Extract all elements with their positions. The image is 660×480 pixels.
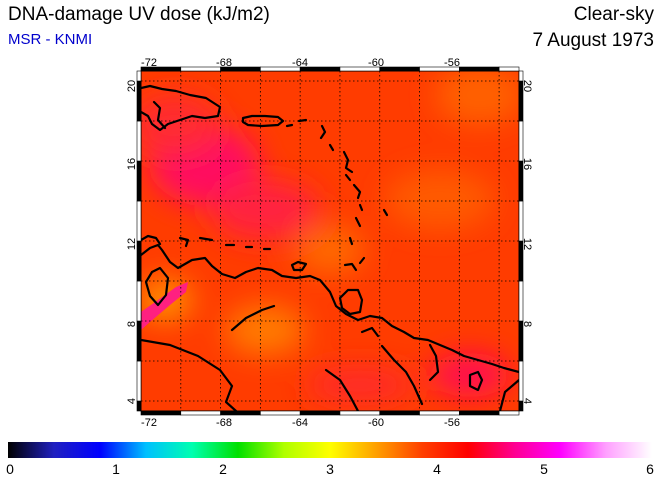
tick-label: -64 (292, 417, 308, 429)
tick-label: 12 (126, 238, 138, 250)
coastlines (141, 84, 519, 411)
map-title: DNA-damage UV dose (kJ/m2) (8, 4, 270, 25)
tick-label: -56 (444, 417, 460, 429)
tick-label: -56 (444, 57, 460, 69)
colorbar-tick-2: 2 (219, 461, 227, 477)
tick-label: 4 (521, 398, 533, 404)
frame-bar-segment (518, 70, 524, 82)
tick-label: 20 (521, 80, 533, 92)
tick-label: -68 (216, 57, 232, 69)
tick-label: -60 (368, 57, 384, 69)
top-axis-labels: -72 -68 -64 -60 -56 (141, 57, 460, 69)
colorbar-tick-4: 4 (433, 461, 441, 477)
frame-bar-segment (498, 410, 520, 416)
bottom-axis-labels: -72 -68 -64 -60 -56 (141, 417, 460, 429)
tick-label: 4 (126, 398, 138, 404)
tick-label: 12 (521, 238, 533, 250)
tick-label: 16 (126, 158, 138, 170)
tick-label: 16 (521, 158, 533, 170)
colorbar-tick-1: 1 (112, 461, 120, 477)
frame-bar-segment (498, 66, 520, 72)
frame-bar-segment (136, 70, 142, 82)
colorbar-gradient (8, 442, 652, 458)
tick-label: -60 (368, 417, 384, 429)
right-axis-labels: 4 8 12 16 20 (521, 80, 533, 404)
colorbar-tick-labels: 0 1 2 3 4 5 6 (6, 461, 654, 477)
colorbar-tick-6: 6 (646, 461, 654, 477)
uv-field (141, 71, 519, 411)
map-frame-ticks (136, 66, 524, 416)
colorbar-tick-5: 5 (540, 461, 548, 477)
tick-label: -64 (292, 57, 308, 69)
sky-condition: Clear-sky (573, 4, 654, 25)
colorbar-tick-3: 3 (326, 461, 334, 477)
tick-label: -72 (141, 417, 157, 429)
tick-label: -68 (216, 417, 232, 429)
tick-label: 20 (126, 80, 138, 92)
map-source: MSR - KNMI (8, 31, 93, 48)
colorbar-tick-0: 0 (6, 461, 14, 477)
map-date: 7 August 1973 (532, 30, 655, 51)
left-axis-labels: 4 8 12 16 20 (126, 80, 138, 404)
tick-label: 8 (521, 321, 533, 327)
tick-label: -72 (141, 57, 157, 69)
tick-label: 8 (126, 321, 138, 327)
